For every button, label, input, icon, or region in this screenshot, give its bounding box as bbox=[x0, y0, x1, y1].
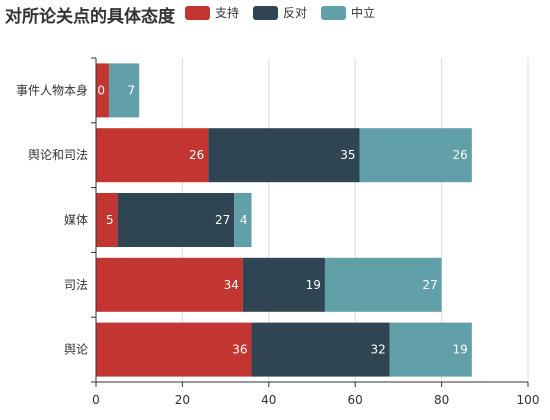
bar-value-label: 26 bbox=[189, 148, 204, 162]
legend-label-oppose: 反对 bbox=[283, 6, 308, 20]
x-tick-label: 100 bbox=[517, 393, 540, 407]
legend-label-support: 支持 bbox=[215, 6, 240, 20]
bar-segment[interactable] bbox=[234, 193, 252, 247]
bar-segment[interactable] bbox=[251, 322, 390, 377]
x-tick-label: 60 bbox=[348, 393, 363, 407]
legend-item-neutral[interactable]: 中立 bbox=[321, 4, 375, 21]
bar-segment[interactable] bbox=[324, 257, 442, 312]
bar-value-label: 27 bbox=[215, 213, 230, 227]
bar-segment[interactable] bbox=[96, 257, 243, 312]
chart-title: 对所论关点的具体态度 bbox=[5, 7, 175, 27]
legend-item-oppose[interactable]: 反对 bbox=[253, 4, 307, 21]
bar-value-label: 35 bbox=[340, 148, 355, 162]
bar-value-label: 36 bbox=[232, 343, 247, 357]
y-tick-label: 事件人物本身 bbox=[16, 82, 88, 97]
legend-swatch-neutral bbox=[321, 5, 347, 20]
bar-value-label: 7 bbox=[128, 83, 136, 97]
x-tick-label: 0 bbox=[92, 393, 100, 407]
x-tick-label: 80 bbox=[434, 393, 449, 407]
y-tick-label: 司法 bbox=[64, 278, 88, 292]
bar-value-label: 32 bbox=[370, 343, 385, 357]
bar-value-label: 4 bbox=[240, 213, 248, 227]
legend-swatch-oppose bbox=[253, 5, 279, 20]
x-tick-label: 40 bbox=[261, 393, 276, 407]
bar-value-label: 19 bbox=[306, 278, 321, 292]
bar-segment[interactable] bbox=[96, 193, 118, 247]
bar-segment[interactable] bbox=[108, 63, 140, 118]
legend-swatch-support bbox=[185, 5, 210, 20]
x-tick-label: 20 bbox=[175, 393, 190, 407]
bar-value-label: 0 bbox=[97, 83, 105, 97]
bar-segment[interactable] bbox=[359, 128, 472, 183]
bar-value-label: 5 bbox=[106, 213, 114, 227]
y-tick-label: 舆论 bbox=[64, 342, 88, 357]
bar-segment[interactable] bbox=[96, 128, 209, 183]
bar-segment[interactable] bbox=[208, 128, 360, 183]
legend-item-support[interactable]: 支持 bbox=[185, 4, 239, 21]
y-tick-label: 舆论和司法 bbox=[28, 147, 88, 162]
bar-value-label: 27 bbox=[422, 278, 437, 292]
y-tick-label: 媒体 bbox=[64, 213, 88, 227]
legend-label-neutral: 中立 bbox=[351, 6, 376, 20]
bar-segment[interactable] bbox=[96, 322, 252, 377]
bar-segment[interactable] bbox=[96, 63, 109, 118]
bar-value-label: 19 bbox=[453, 343, 468, 357]
bar-value-label: 34 bbox=[224, 278, 239, 292]
bar-segment[interactable] bbox=[117, 193, 235, 247]
bar-segment[interactable] bbox=[389, 322, 472, 377]
legend: 支持 反对 中立 bbox=[185, 4, 389, 21]
bar-segment[interactable] bbox=[242, 257, 325, 312]
bar-value-label: 26 bbox=[453, 148, 468, 162]
